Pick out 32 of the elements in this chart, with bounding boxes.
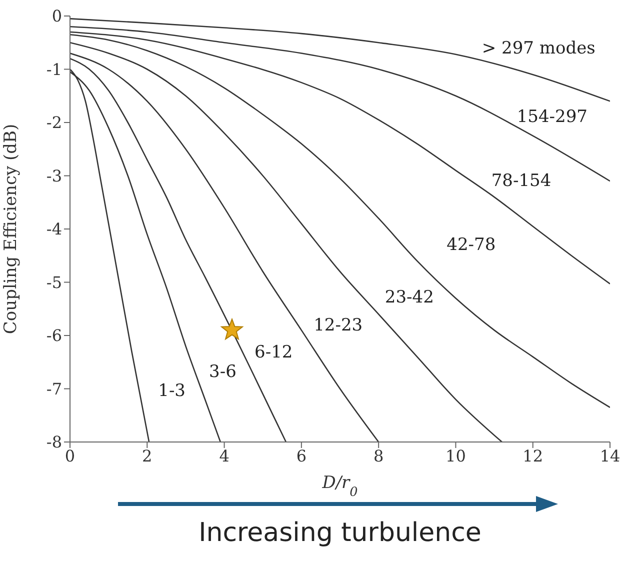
y-tick-label: -2 <box>46 113 62 132</box>
line-series <box>70 52 380 442</box>
y-tick-label: -4 <box>46 220 62 239</box>
x-tick-label: 0 <box>64 446 76 466</box>
y-tick-label: -5 <box>46 272 62 292</box>
x-tick-label: 4 <box>219 446 230 466</box>
x-axis-title: D/r$_{0}$ <box>321 473 358 500</box>
text: Increasing turbulence <box>198 518 482 548</box>
x-tick-label: 8 <box>373 446 384 466</box>
annotation: 154-297 <box>516 107 588 128</box>
annotation: 78-154 <box>491 171 552 192</box>
y-tick-label: -7 <box>46 379 62 398</box>
annotation: 42-78 <box>446 234 496 255</box>
y-axis-title: Coupling Efficiency (dB) <box>1 124 22 334</box>
x-tick-label: 10 <box>446 446 466 466</box>
y-tick-label: -3 <box>46 166 62 186</box>
annotation: 23-42 <box>384 288 434 308</box>
annotation: > 297 modes <box>482 38 596 58</box>
y-tick-label: -8 <box>46 432 62 452</box>
y-tick-label: -6 <box>46 326 62 346</box>
annotation: 12-23 <box>314 315 363 336</box>
x-tick-label: 14 <box>600 446 620 466</box>
x-tick-label: 2 <box>142 446 152 466</box>
annotation: 6-12 <box>254 342 293 363</box>
x-tick-label: 6 <box>296 446 307 466</box>
y-tick-label: -1 <box>46 60 62 79</box>
annotation: 1-3 <box>158 380 186 401</box>
line-series <box>70 34 610 408</box>
x-tick-label: 12 <box>522 446 544 466</box>
y-tick-label: 0 <box>52 6 62 26</box>
annotation: 3-6 <box>209 362 236 382</box>
line-series <box>70 18 610 102</box>
